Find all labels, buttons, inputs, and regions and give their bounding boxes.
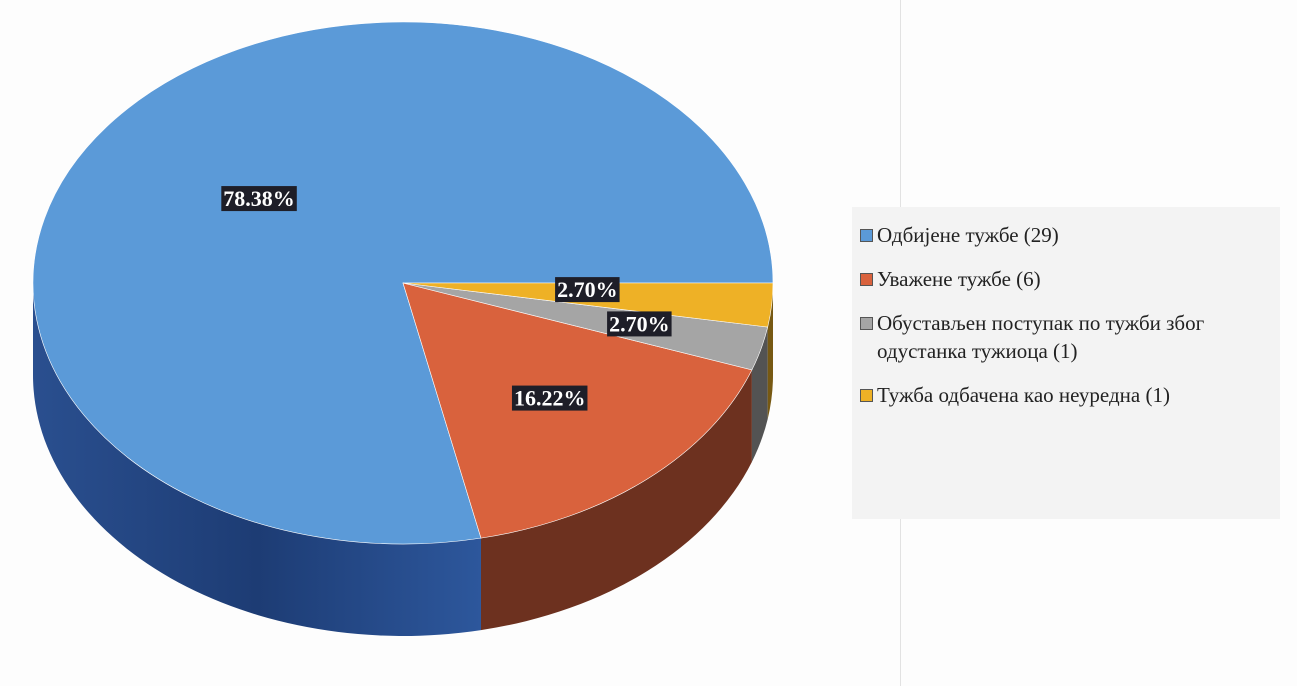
pie-slice <box>402 282 774 328</box>
legend-label: Одбијене тужбе (29) <box>877 223 1059 247</box>
data-label-bg <box>511 385 588 411</box>
legend-label: Уважене тужбе (6) <box>877 267 1041 291</box>
data-label-bg <box>221 186 297 212</box>
data-label-bg <box>607 311 672 337</box>
legend-swatch <box>860 273 873 286</box>
data-label-bg <box>555 277 620 303</box>
pie-side <box>480 369 752 631</box>
data-label: 16.22% <box>511 385 588 411</box>
legend-label: Обустављен поступак по тужби због одуста… <box>877 311 1205 363</box>
pie-side <box>33 283 481 636</box>
data-label-text: 78.38% <box>223 186 295 211</box>
pie-side <box>751 327 768 462</box>
legend-swatch <box>860 229 873 242</box>
pie-slice <box>32 21 774 545</box>
data-label-text: 16.22% <box>514 386 586 411</box>
legend-swatch <box>860 317 873 330</box>
legend-item: Обустављен поступак по тужби због одуста… <box>860 309 1270 365</box>
data-label: 2.70% <box>555 277 620 303</box>
legend-item: Тужба одбачена као неуредна (1) <box>860 381 1270 409</box>
data-label-text: 2.70% <box>609 311 670 336</box>
data-label: 2.70% <box>607 311 672 337</box>
legend-label: Тужба одбачена као неуредна (1) <box>877 383 1170 407</box>
legend-swatch <box>860 389 873 402</box>
legend: Одбијене тужбе (29) Уважене тужбе (6) Обус… <box>852 207 1280 519</box>
data-label-text: 2.70% <box>557 277 618 302</box>
legend-item: Уважене тужбе (6) <box>860 265 1270 293</box>
legend-item: Одбијене тужбе (29) <box>860 221 1270 249</box>
pie-side <box>767 283 773 420</box>
data-label: 78.38% <box>221 186 297 212</box>
